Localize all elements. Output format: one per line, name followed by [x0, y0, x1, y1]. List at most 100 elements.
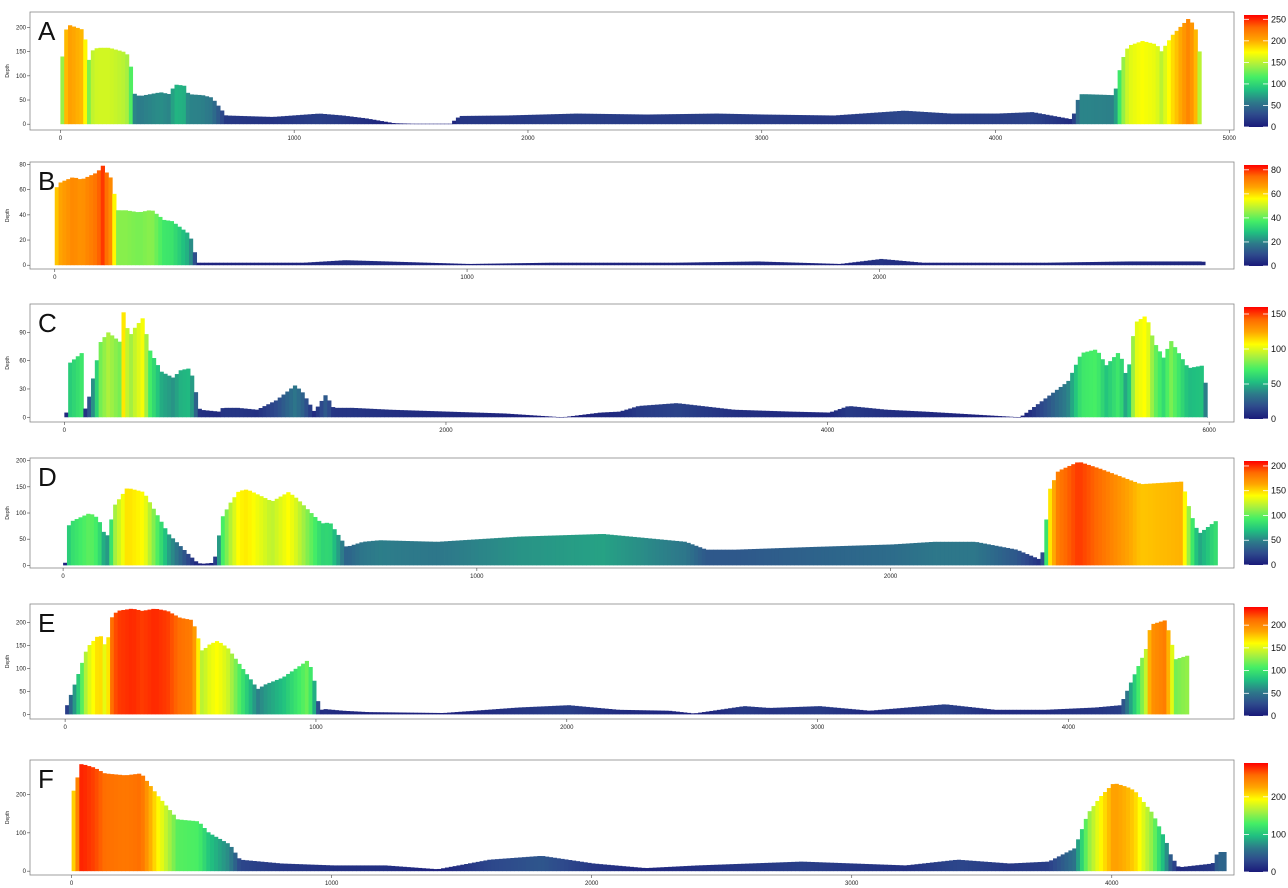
depth-bar: [296, 262, 301, 266]
depth-bar: [548, 706, 553, 715]
depth-bar: [717, 549, 722, 566]
depth-bar: [1170, 644, 1175, 715]
colorbar: [1244, 461, 1268, 565]
depth-bar: [540, 706, 545, 715]
depth-bar: [267, 499, 272, 566]
depth-bar: [1153, 345, 1159, 418]
depth-bar: [261, 262, 267, 266]
depth-bar: [698, 712, 703, 715]
depth-bar: [399, 261, 405, 266]
depth-bar: [691, 865, 696, 872]
depth-bar: [864, 863, 869, 872]
depth-bar: [551, 535, 557, 566]
colorbar-tick-label: 50: [1271, 379, 1281, 389]
depth-bar: [695, 865, 700, 872]
depth-bar: [289, 388, 294, 418]
depth-bar: [743, 706, 748, 715]
depth-bar: [1128, 261, 1133, 266]
depth-bar: [1083, 707, 1089, 715]
depth-bar: [847, 114, 852, 125]
depth-bar: [526, 263, 531, 266]
depth-bar: [514, 857, 519, 872]
depth-bar: [1195, 865, 1200, 872]
depth-bar: [430, 262, 435, 266]
depth-bar: [668, 710, 673, 715]
depth-bar: [1091, 707, 1096, 715]
depth-bar: [855, 709, 860, 715]
depth-bar: [1109, 473, 1114, 566]
depth-bar: [621, 866, 627, 872]
depth-bar: [871, 545, 876, 566]
depth-bar: [70, 177, 75, 266]
depth-bar: [292, 385, 298, 418]
depth-bar: [732, 549, 737, 566]
depth-bar: [218, 642, 223, 715]
depth-bar: [818, 862, 823, 872]
depth-bar: [799, 411, 804, 418]
depth-bar: [1001, 547, 1007, 566]
depth-bar: [113, 504, 118, 566]
depth-bar: [1082, 463, 1088, 566]
depth-bar: [881, 709, 886, 715]
depth-bar: [809, 546, 814, 566]
depth-bar: [614, 262, 619, 266]
depth-bar: [108, 177, 113, 266]
depth-bar: [896, 708, 901, 715]
depth-bar: [780, 707, 785, 715]
depth-bar: [572, 262, 577, 266]
depth-bar: [840, 546, 845, 566]
depth-bar: [442, 263, 447, 266]
depth-bar: [518, 263, 523, 266]
depth-bar: [395, 409, 401, 418]
depth-bar: [1177, 658, 1182, 715]
depth-bar: [151, 93, 156, 125]
depth-bar: [464, 864, 469, 872]
depth-bar: [147, 94, 153, 125]
depth-bar: [1030, 112, 1035, 125]
depth-bar: [602, 864, 607, 872]
depth-bar: [811, 412, 816, 418]
depth-bar: [353, 711, 358, 715]
depth-bar: [1049, 860, 1054, 872]
depth-bar: [627, 114, 632, 125]
depth-bar: [185, 92, 191, 125]
depth-bar: [81, 178, 86, 266]
depth-bar: [1115, 353, 1121, 418]
depth-bar: [324, 522, 329, 566]
depth-bar: [675, 866, 681, 872]
depth-bar: [315, 261, 320, 266]
depth-bar: [998, 546, 1003, 566]
depth-bar: [68, 362, 73, 418]
depth-bar: [547, 114, 552, 125]
depth-bar: [945, 860, 950, 872]
depth-bar: [73, 177, 79, 266]
depth-bar: [79, 29, 84, 125]
depth-bar: [1131, 336, 1136, 418]
depth-bar: [506, 858, 511, 872]
depth-bar: [563, 535, 568, 566]
depth-bar: [623, 114, 628, 125]
depth-bar: [331, 407, 336, 418]
depth-bar: [1140, 484, 1145, 566]
depth-bar: [1070, 262, 1076, 266]
depth-bar: [233, 658, 238, 715]
depth-bar: [409, 541, 414, 566]
depth-bar: [280, 116, 286, 125]
depth-bar: [307, 114, 312, 125]
depth-bar: [609, 534, 614, 566]
depth-bar: [456, 411, 461, 418]
depth-bar: [748, 114, 753, 125]
depth-bar: [672, 114, 677, 125]
depth-bar: [231, 115, 236, 125]
depth-bar: [1028, 262, 1033, 266]
depth-bar: [1161, 357, 1166, 418]
depth-bar: [1132, 481, 1138, 566]
depth-bar: [319, 400, 324, 418]
depth-bar: [95, 636, 100, 715]
depth-bar: [897, 111, 902, 125]
depth-bar: [533, 856, 538, 872]
depth-bar: [83, 408, 88, 418]
depth-bar: [887, 864, 892, 872]
depth-bar: [1082, 262, 1087, 266]
depth-bar: [986, 709, 991, 715]
